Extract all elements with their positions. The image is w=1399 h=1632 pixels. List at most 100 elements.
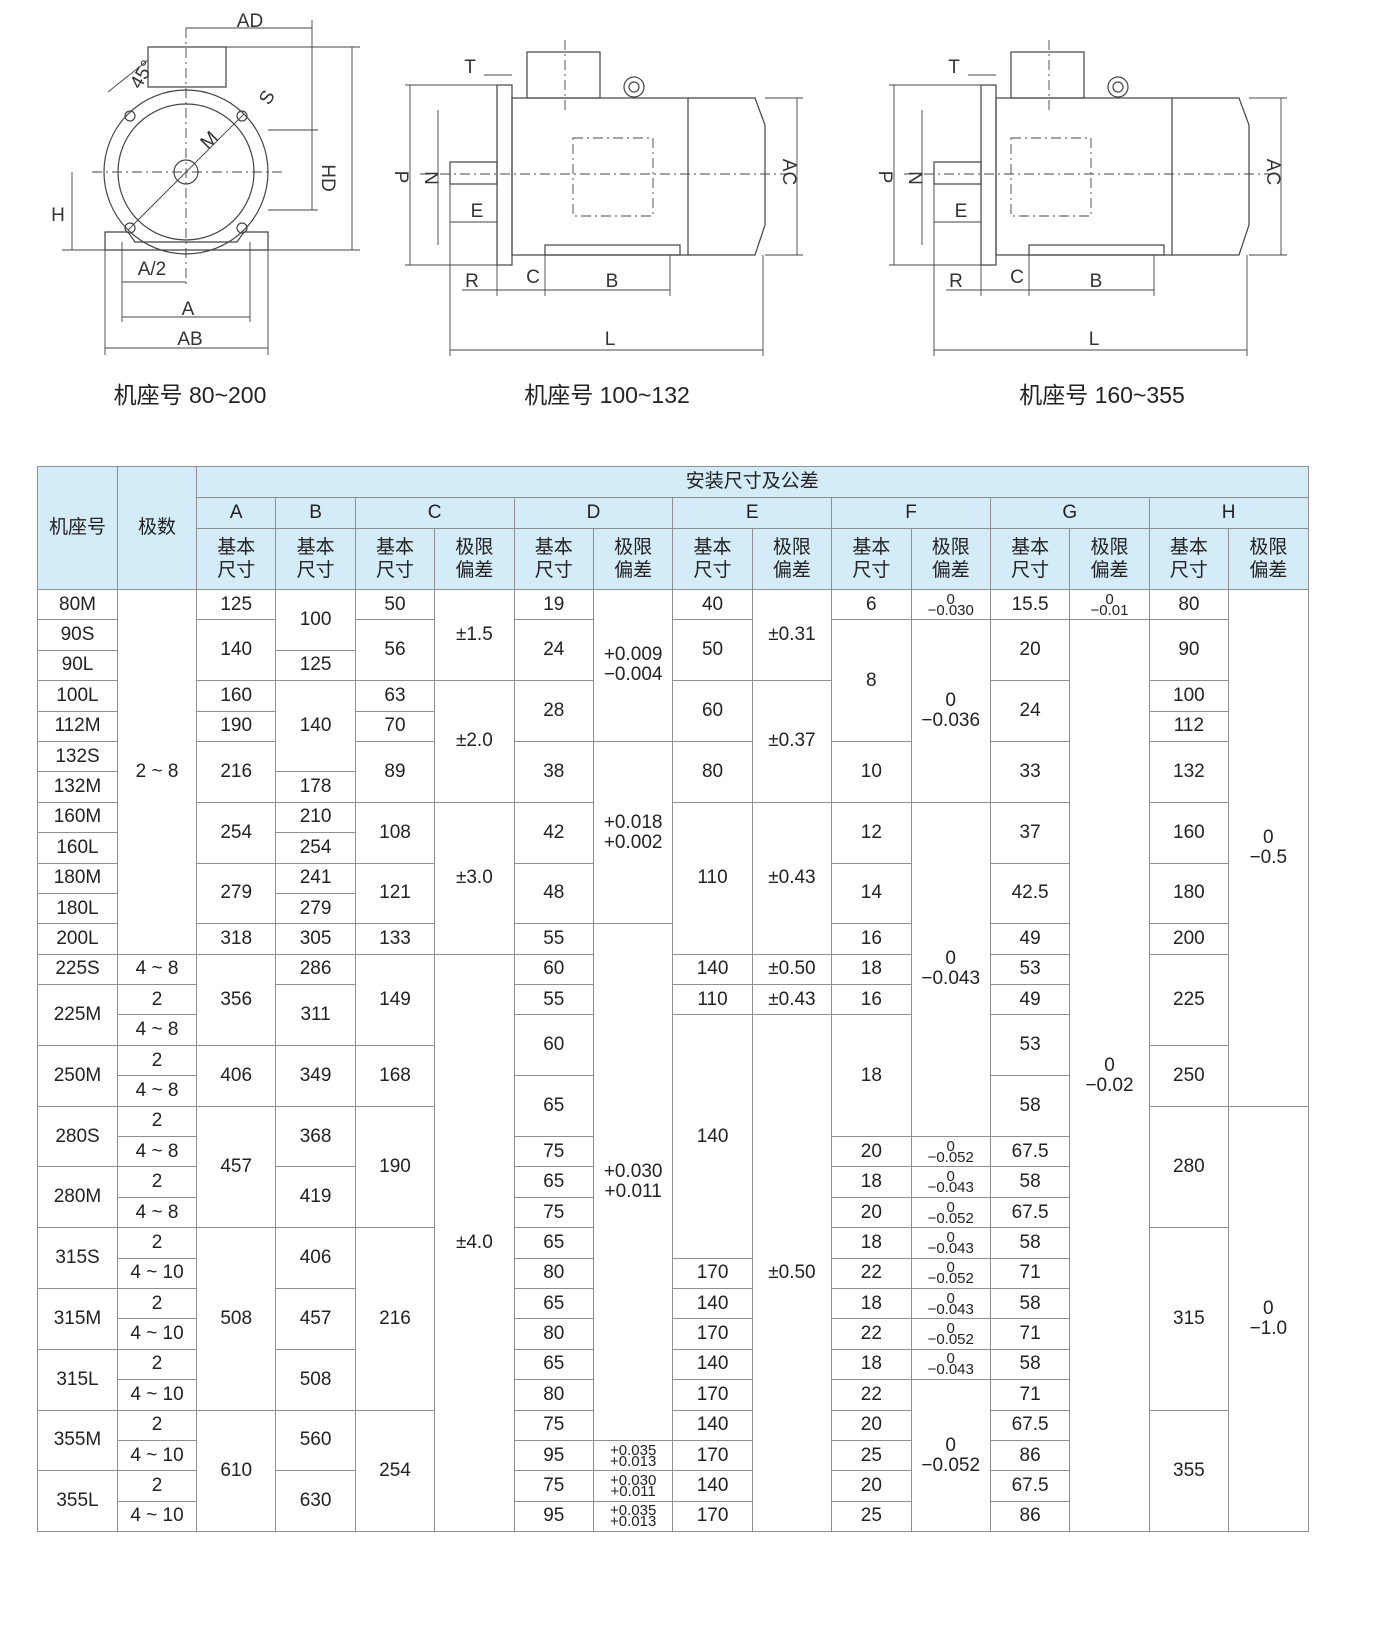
table-cell: 55 <box>513 923 594 955</box>
header-cell: F <box>831 497 991 529</box>
dimension-label: HD <box>317 164 338 191</box>
bolt-hole <box>236 222 248 234</box>
table-cell: 2 ~ 8 <box>117 589 197 955</box>
table-cell: 58 <box>989 1166 1071 1198</box>
table-cell: 0 −0.052 <box>910 1318 991 1350</box>
table-row: 280M 2 419 65 18 0 −0.043 58 <box>37 1166 1309 1229</box>
dimension-label: AD <box>237 11 263 32</box>
table-cell: 160M <box>37 801 118 834</box>
table-cell: 140 <box>195 619 277 682</box>
header-cell: E <box>672 497 833 529</box>
header-cell: 基本尺寸 <box>354 528 436 590</box>
table-cell: 368 <box>275 1105 356 1168</box>
table-cell: 4 ~ 10 <box>117 1500 197 1533</box>
dimension-label: T <box>464 57 476 78</box>
table-cell: 318 <box>195 923 277 955</box>
table-cell: 170 <box>672 1439 753 1472</box>
table-row: 80M 2 ~ 8 125 100 50 ±1.5 19 +0.009 −0.004 40 ±0.… <box>37 588 1309 1107</box>
table-cell: 160L <box>37 832 118 864</box>
table-cell: 80 <box>513 1379 594 1411</box>
table-cell: 48 <box>513 862 594 925</box>
table-cell: 75 <box>513 1409 594 1441</box>
header-cell: 极限偏差 <box>751 528 833 590</box>
table-cell: 125 <box>195 588 277 621</box>
table-cell: 65 <box>513 1348 594 1381</box>
table-cell: 170 <box>672 1318 753 1350</box>
table-cell: 2 <box>117 1409 197 1441</box>
table-cell: 49 <box>989 984 1071 1016</box>
table-cell: 2 <box>117 1105 197 1138</box>
table-cell: 508 <box>275 1348 356 1411</box>
table-cell: 280M <box>37 1166 118 1229</box>
table-cell: 0 −0.043 <box>910 1348 991 1381</box>
table-cell: 355 <box>1148 1409 1230 1533</box>
table-cell: 0 −0.5 <box>1228 589 1309 1107</box>
dim-line <box>107 59 149 93</box>
table-row: 280S 2 457 368 190 280 0 −1.0 <box>37 1105 1309 1533</box>
table-cell: 225S <box>37 953 118 986</box>
table-cell: 75 <box>513 1470 594 1502</box>
dimension-label: AC <box>1262 159 1283 185</box>
table-cell: 0 −0.036 <box>910 619 991 803</box>
table-cell: 4 ~ 8 <box>117 1014 197 1046</box>
table-cell: 71 <box>989 1318 1071 1350</box>
table-cell: 140 <box>672 1470 753 1502</box>
table-cell: 0 −0.052 <box>910 1196 991 1229</box>
shaft <box>933 161 982 185</box>
table-row: 132M 178 <box>37 771 1309 803</box>
foot <box>1028 244 1165 256</box>
drawing-caption: 机座号 100~132 <box>524 382 690 408</box>
table-cell: 170 <box>672 1257 753 1289</box>
table-cell: ±4.0 <box>434 953 515 1533</box>
table-cell: +0.035 +0.013 <box>592 1500 674 1533</box>
table-cell: 160 <box>1148 801 1230 864</box>
table-cell: 0 −0.052 <box>910 1136 991 1168</box>
table-cell: 100L <box>37 680 118 712</box>
table-cell: 419 <box>275 1166 356 1229</box>
table-cell: 25 <box>831 1439 912 1472</box>
table-cell: 80 <box>1148 588 1230 621</box>
table-cell: 6 <box>831 588 912 621</box>
table-cell: 457 <box>275 1287 356 1350</box>
table-cell: +0.009 −0.004 <box>592 589 674 742</box>
table-cell: 70 <box>354 710 436 742</box>
table-cell: 2 <box>117 1227 197 1259</box>
table-cell: 56 <box>354 619 436 682</box>
dimension-label: H <box>51 205 65 226</box>
table-cell: 110 <box>672 984 753 1016</box>
table-cell: 4 ~ 8 <box>117 953 197 986</box>
table-cell: 19 <box>513 588 594 621</box>
table-cell: 178 <box>275 771 356 803</box>
table-cell: 356 <box>195 953 277 1046</box>
table-cell: 50 <box>354 588 436 621</box>
table-cell: 286 <box>275 953 356 986</box>
table-cell: ±2.0 <box>434 680 515 803</box>
table-cell: 18 <box>831 1166 912 1198</box>
table-cell: 140 <box>672 1014 753 1259</box>
table-row: 112M 190 70 112 <box>37 710 1309 742</box>
table-cell: 610 <box>195 1409 277 1533</box>
table-cell: 200 <box>1148 923 1230 955</box>
table-cell: 67.5 <box>989 1409 1071 1441</box>
dimension-label: AC <box>778 159 799 185</box>
table-row: 180M 279 241 121 48 14 42.5 180 <box>37 862 1309 925</box>
table-cell: 190 <box>195 710 277 742</box>
table-row: 225M 2 311 55 110 ±0.43 16 49 <box>37 984 1309 1046</box>
table-cell: 25 <box>831 1500 912 1533</box>
table-cell: 0 −0.052 <box>910 1257 991 1289</box>
table-cell: 18 <box>831 1348 912 1381</box>
table-cell: 250M <box>37 1044 118 1107</box>
table-cell: 71 <box>989 1379 1071 1411</box>
table-row: 4 ~ 10 80 170 22 0 −0.052 71 <box>38 1257 1309 1289</box>
table-body: 80M 2 ~ 8 125 100 50 ±1.5 19 +0.009 −0.004 40 ±0.… <box>37 588 1309 1533</box>
table-cell: 2 <box>117 1470 197 1502</box>
table-cell: 250 <box>1148 1044 1230 1107</box>
table-cell: 20 <box>831 1409 912 1441</box>
table-cell: 49 <box>989 923 1071 955</box>
table-cell: 90S <box>37 619 118 651</box>
table-cell: 58 <box>989 1348 1071 1381</box>
eyebolt <box>1107 76 1129 98</box>
table-row: 160M 254 210 108 ±3.0 42 110 ±0.43 12 0 −0.043 37 1… <box>37 801 1309 1138</box>
table-row: 90L 125 <box>37 649 1309 682</box>
